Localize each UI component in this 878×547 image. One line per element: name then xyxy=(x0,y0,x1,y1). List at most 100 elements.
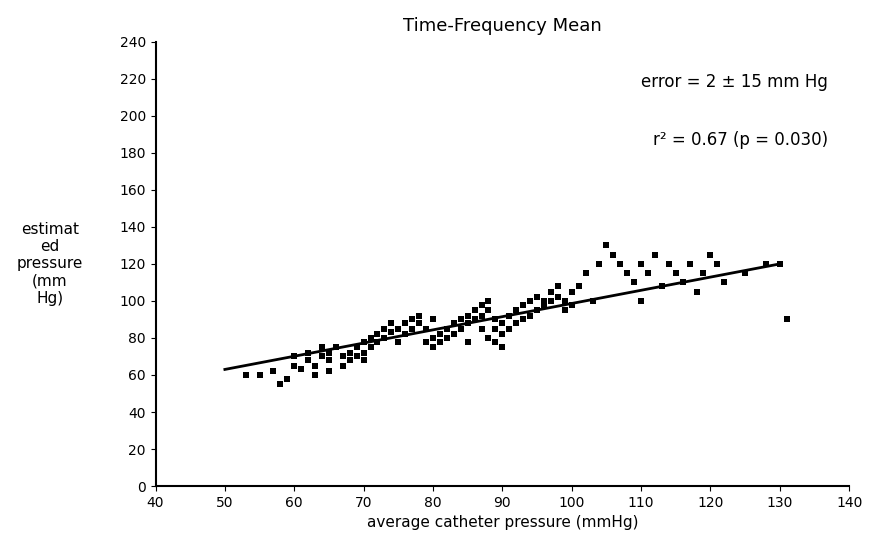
Point xyxy=(370,330,384,339)
Point xyxy=(578,269,592,277)
Point xyxy=(301,348,315,357)
Point xyxy=(363,334,378,342)
Point xyxy=(585,296,599,305)
Point xyxy=(543,287,558,296)
Point xyxy=(606,251,620,259)
Point xyxy=(384,328,398,337)
Point xyxy=(377,334,391,342)
Point xyxy=(688,287,702,296)
Point xyxy=(571,282,585,290)
Point xyxy=(558,296,572,305)
Point xyxy=(494,343,508,352)
Point xyxy=(287,352,301,361)
Point xyxy=(314,352,328,361)
Point xyxy=(307,362,321,370)
Point xyxy=(501,311,515,320)
Point xyxy=(363,343,378,352)
Point xyxy=(301,356,315,364)
Point xyxy=(412,311,426,320)
Point xyxy=(551,282,565,290)
Point xyxy=(460,319,474,328)
Point xyxy=(426,315,440,324)
Point xyxy=(405,315,419,324)
Y-axis label: estimat
ed
pressure
(mm
Hg): estimat ed pressure (mm Hg) xyxy=(17,222,83,306)
Point xyxy=(321,348,335,357)
Point xyxy=(446,330,460,339)
Point xyxy=(738,269,752,277)
Point xyxy=(536,296,551,305)
Point xyxy=(349,352,363,361)
Point xyxy=(252,371,266,380)
Point xyxy=(349,343,363,352)
Point xyxy=(405,324,419,333)
X-axis label: average catheter pressure (mmHg): average catheter pressure (mmHg) xyxy=(366,515,637,531)
Point xyxy=(564,287,578,296)
Point xyxy=(626,278,640,287)
Point xyxy=(536,300,551,309)
Point xyxy=(391,337,405,346)
Point xyxy=(307,371,321,380)
Point xyxy=(772,259,786,268)
Point xyxy=(335,352,349,361)
Point xyxy=(453,315,467,324)
Point xyxy=(709,259,723,268)
Point xyxy=(266,367,280,376)
Point xyxy=(398,319,412,328)
Point xyxy=(384,319,398,328)
Point xyxy=(558,306,572,315)
Point xyxy=(592,259,606,268)
Point xyxy=(481,334,495,342)
Point xyxy=(370,337,384,346)
Point xyxy=(432,337,446,346)
Point xyxy=(501,324,515,333)
Point xyxy=(551,293,565,301)
Point xyxy=(515,300,529,309)
Point xyxy=(702,251,716,259)
Title: Time-Frequency Mean: Time-Frequency Mean xyxy=(402,16,601,34)
Point xyxy=(419,337,433,346)
Point xyxy=(239,371,253,380)
Point xyxy=(695,269,709,277)
Point xyxy=(515,315,529,324)
Point xyxy=(273,380,287,388)
Point xyxy=(494,330,508,339)
Point xyxy=(508,319,522,328)
Point xyxy=(543,296,558,305)
Point xyxy=(779,315,793,324)
Point xyxy=(335,362,349,370)
Point xyxy=(467,306,481,315)
Point xyxy=(716,278,730,287)
Point xyxy=(654,282,668,290)
Point xyxy=(633,259,647,268)
Point xyxy=(342,356,356,364)
Point xyxy=(529,293,543,301)
Point xyxy=(494,319,508,328)
Point xyxy=(314,343,328,352)
Text: error = 2 ± 15 mm Hg: error = 2 ± 15 mm Hg xyxy=(641,73,827,91)
Point xyxy=(432,330,446,339)
Point xyxy=(508,306,522,315)
Point xyxy=(328,343,342,352)
Point xyxy=(620,269,634,277)
Point xyxy=(522,311,536,320)
Point xyxy=(446,319,460,328)
Point xyxy=(529,306,543,315)
Point xyxy=(356,337,371,346)
Point xyxy=(280,374,294,383)
Point xyxy=(488,324,502,333)
Text: r² = 0.67 (p = 0.030): r² = 0.67 (p = 0.030) xyxy=(652,131,827,149)
Point xyxy=(321,356,335,364)
Point xyxy=(426,334,440,342)
Point xyxy=(758,259,772,268)
Point xyxy=(356,348,371,357)
Point xyxy=(675,278,689,287)
Point xyxy=(522,296,536,305)
Point xyxy=(467,315,481,324)
Point xyxy=(439,334,453,342)
Point xyxy=(640,269,654,277)
Point xyxy=(439,324,453,333)
Point xyxy=(474,324,488,333)
Point xyxy=(342,348,356,357)
Point xyxy=(391,324,405,333)
Point xyxy=(460,337,474,346)
